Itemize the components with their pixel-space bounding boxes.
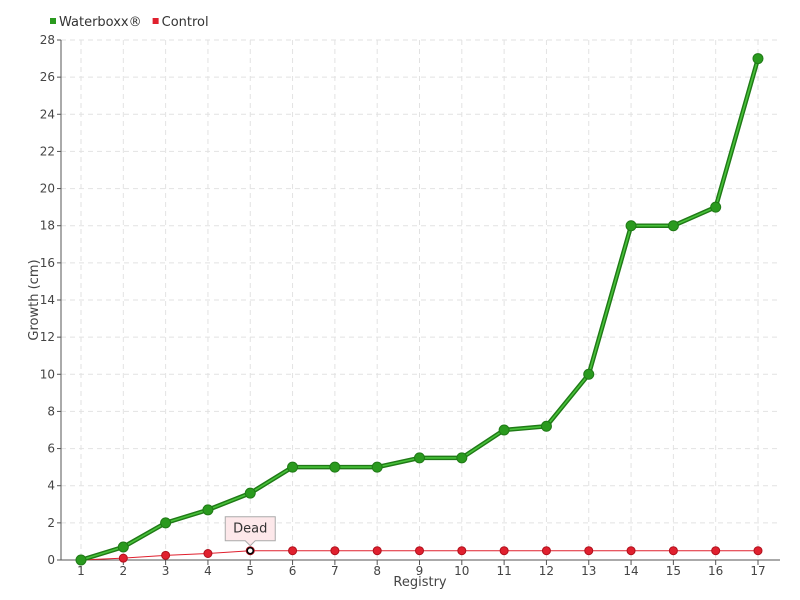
series-control <box>76 546 763 565</box>
series-layer <box>75 53 764 566</box>
y-tick-label: 16 <box>40 256 55 270</box>
data-point[interactable] <box>583 368 595 380</box>
y-tick-label: 12 <box>40 330 55 344</box>
legend[interactable]: Waterboxx® Control <box>50 15 209 30</box>
annotation-marker <box>246 546 254 555</box>
data-point[interactable] <box>287 461 299 473</box>
y-tick-label: 10 <box>40 367 55 381</box>
data-point[interactable] <box>584 546 594 556</box>
x-tick-label: 15 <box>666 564 681 578</box>
data-point[interactable] <box>203 549 213 558</box>
data-point[interactable] <box>456 452 468 464</box>
data-point[interactable] <box>540 420 552 432</box>
data-point[interactable] <box>371 461 383 473</box>
series-waterboxx <box>75 53 764 566</box>
legend-swatch <box>50 18 56 24</box>
x-tick-label: 3 <box>162 564 170 578</box>
x-tick-label: 2 <box>119 564 127 578</box>
legend-item-waterboxx[interactable]: Waterboxx® <box>50 15 142 30</box>
x-tick-label: 17 <box>750 564 765 578</box>
data-point[interactable] <box>117 541 129 553</box>
x-tick-label: 14 <box>623 564 638 578</box>
data-point[interactable] <box>414 452 425 464</box>
grid <box>61 39 780 560</box>
x-tick-label: 4 <box>204 564 212 578</box>
x-tick-label: 12 <box>539 564 554 578</box>
x-tick-label: 5 <box>246 564 254 578</box>
annotation-callout <box>224 516 276 547</box>
x-tick-label: 8 <box>373 564 381 578</box>
data-point[interactable] <box>711 546 721 556</box>
x-tick-label: 11 <box>496 564 511 578</box>
data-point[interactable] <box>202 504 214 516</box>
data-point[interactable] <box>626 546 636 556</box>
x-tick-label: 6 <box>289 564 297 578</box>
data-point[interactable] <box>753 546 763 556</box>
annotations: Dead <box>224 516 276 555</box>
y-tick-label: 6 <box>47 442 55 456</box>
legend-swatch <box>152 18 159 24</box>
x-tick-label: 16 <box>708 564 723 578</box>
legend-item-control[interactable]: Control <box>152 15 209 30</box>
data-point[interactable] <box>752 53 764 65</box>
y-tick-label: 20 <box>40 182 55 196</box>
data-point[interactable] <box>668 546 678 556</box>
data-point[interactable] <box>667 220 679 232</box>
data-point[interactable] <box>244 487 256 499</box>
x-tick-label: 13 <box>581 564 596 578</box>
legend-label: Control <box>162 15 209 30</box>
y-tick-label: 18 <box>40 219 55 233</box>
y-tick-label: 26 <box>40 70 55 84</box>
data-point[interactable] <box>499 546 509 556</box>
data-point[interactable] <box>498 424 510 436</box>
y-axis-title: Growth (cm) <box>27 259 42 340</box>
legend-label: Waterboxx® <box>59 15 142 30</box>
data-point[interactable] <box>288 546 298 556</box>
data-point[interactable] <box>329 461 341 473</box>
y-tick-label: 14 <box>40 293 55 307</box>
data-point[interactable] <box>415 546 424 556</box>
x-tick-label: 7 <box>331 564 339 578</box>
data-point[interactable] <box>625 220 637 232</box>
data-point[interactable] <box>330 546 340 556</box>
y-tick-label: 22 <box>40 144 55 158</box>
data-point[interactable] <box>75 554 87 566</box>
x-tick-label: 9 <box>416 564 424 578</box>
data-point[interactable] <box>541 546 551 556</box>
data-point[interactable] <box>372 546 382 556</box>
data-point[interactable] <box>161 550 171 560</box>
x-tick-label: 10 <box>454 564 469 578</box>
y-tick-label: 24 <box>40 107 55 121</box>
data-point[interactable] <box>457 546 467 556</box>
annotation-label: Dead <box>233 522 267 537</box>
y-tick-label: 0 <box>47 553 55 567</box>
y-tick-label: 8 <box>47 404 55 418</box>
data-point[interactable] <box>710 201 722 213</box>
y-tick-label: 2 <box>47 516 55 530</box>
x-tick-label: 1 <box>77 564 85 578</box>
y-tick-label: 4 <box>47 479 55 493</box>
x-axis-title: Registry <box>393 575 447 590</box>
data-point[interactable] <box>160 517 172 529</box>
y-tick-label: 28 <box>40 33 55 47</box>
data-point[interactable] <box>118 553 128 563</box>
